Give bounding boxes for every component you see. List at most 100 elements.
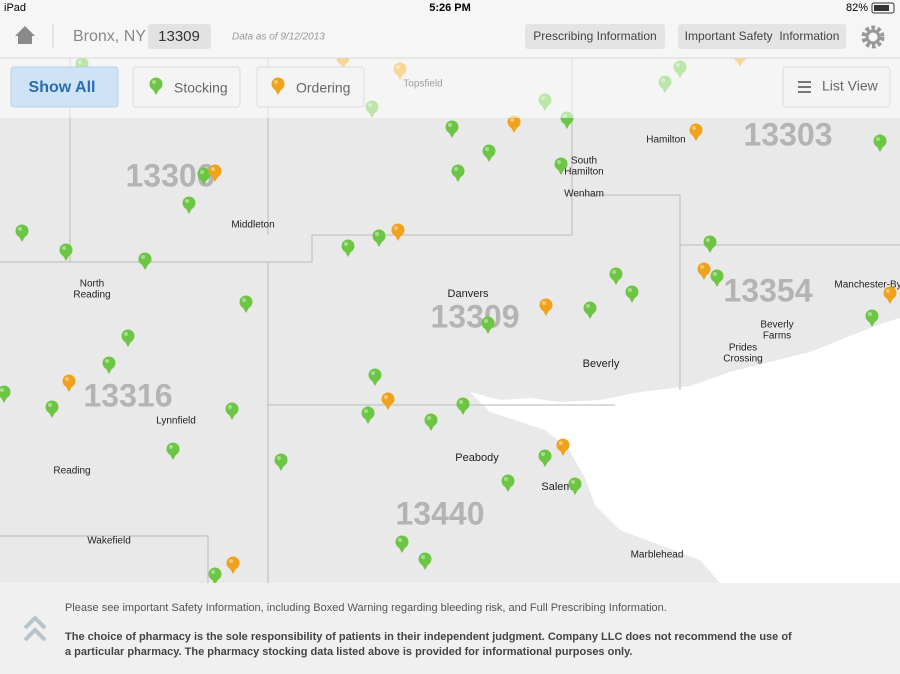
place-label: Wenham: [564, 189, 604, 200]
pin-shine: [700, 265, 704, 269]
pharmacy-pin: [873, 134, 887, 152]
pin-shine: [141, 255, 145, 259]
expand-button[interactable]: [23, 615, 47, 642]
place-label: South: [571, 156, 597, 167]
pharmacy-pin: [883, 286, 897, 304]
pin-shine: [185, 199, 189, 203]
pin-shine: [868, 312, 872, 316]
prescribing-button[interactable]: [525, 24, 665, 49]
ordering-icon: [271, 77, 285, 95]
pharmacy-pin: [121, 329, 135, 347]
pin-shine: [504, 477, 508, 481]
pharmacy-pin: [15, 224, 29, 242]
pin-shine: [628, 288, 632, 292]
pin-head: [865, 309, 879, 323]
pin-shine: [242, 298, 246, 302]
data-date: Data as of 9/12/2013: [232, 32, 325, 43]
pharmacy-pin: [539, 298, 553, 316]
pharmacy-pin: [456, 397, 470, 415]
pharmacy-pin: [554, 157, 568, 175]
clock: 5:26 PM: [429, 2, 471, 14]
pin-head: [507, 115, 521, 129]
pharmacy-pin: [197, 167, 211, 185]
location: Bronx, NY: [73, 28, 146, 45]
pharmacy-pin: [481, 316, 495, 334]
list-view-label: List View: [822, 78, 879, 94]
pin-head: [226, 556, 240, 570]
pin-shine: [484, 319, 488, 323]
pharmacy-pin: [609, 267, 623, 285]
pin-head: [482, 144, 496, 158]
pin-shine: [510, 118, 514, 122]
pin-shine: [571, 480, 575, 484]
pin-shine: [124, 332, 128, 336]
show-all-button[interactable]: [10, 66, 119, 108]
water: [470, 318, 900, 583]
pin-shine: [713, 272, 717, 276]
pin-head: [102, 356, 116, 370]
pin-head: [182, 196, 196, 210]
pin-shine: [384, 395, 388, 399]
pin-shine: [274, 80, 278, 84]
pharmacy-pin: [625, 285, 639, 303]
safety-button[interactable]: [678, 24, 846, 49]
pharmacy-pin: [538, 449, 552, 467]
battery-icon: [871, 2, 895, 14]
pin-head: [208, 164, 222, 178]
pin-head: [556, 438, 570, 452]
pin-head: [451, 164, 465, 178]
pin-head: [710, 269, 724, 283]
boundaries: [0, 58, 900, 583]
pin-head: [703, 235, 717, 249]
disclaimer-line: The choice of pharmacy is the sole respo…: [65, 631, 792, 643]
zip-label: 13309: [431, 298, 520, 334]
pin-head: [539, 298, 553, 312]
pharmacy-pin: [451, 164, 465, 182]
ordering-button[interactable]: [256, 66, 365, 108]
list-view-button[interactable]: [782, 66, 891, 108]
pin-shine: [65, 377, 69, 381]
pharmacy-pin: [865, 309, 879, 327]
pin-shine: [692, 126, 696, 130]
pin-shine: [229, 559, 233, 563]
stocking-button[interactable]: [132, 66, 241, 108]
pin-head: [0, 385, 11, 399]
pin-head: [274, 453, 288, 467]
pharmacy-pin: [424, 413, 438, 431]
pin-shine: [200, 170, 204, 174]
pharmacy-pin: [556, 438, 570, 456]
pharmacy-pin: [225, 402, 239, 420]
pin-head: [372, 229, 386, 243]
pharmacy-pin: [697, 262, 711, 280]
home-button[interactable]: [15, 26, 35, 44]
pin-head: [418, 552, 432, 566]
pin-head: [424, 413, 438, 427]
prescribing-label: Prescribing Information: [533, 29, 656, 43]
place-label: Wakefield: [87, 536, 131, 547]
pin-head: [149, 77, 163, 91]
pharmacy-pin: [583, 301, 597, 319]
pin-head: [689, 123, 703, 137]
pin-shine: [612, 270, 616, 274]
pin-shine: [228, 405, 232, 409]
zip-field[interactable]: [148, 24, 211, 49]
zip-value: 13309: [158, 28, 200, 45]
pharmacy-pin: [689, 123, 703, 141]
pin-head: [538, 449, 552, 463]
settings-button[interactable]: [861, 25, 885, 49]
ordering-label: Ordering: [296, 80, 350, 96]
pin-head: [391, 223, 405, 237]
zip-label: 13316: [84, 377, 173, 413]
battery-text: 82%: [846, 2, 868, 14]
pin-head: [456, 397, 470, 411]
pin-head: [197, 167, 211, 181]
device: iPad: [4, 2, 26, 14]
place-label: Beverly: [760, 320, 793, 331]
pin-shine: [18, 227, 22, 231]
place-label: Manchester-By: [834, 280, 900, 291]
pin-head: [381, 392, 395, 406]
pharmacy-pin: [102, 356, 116, 374]
pin-head: [368, 368, 382, 382]
pharmacy-pin: [166, 442, 180, 460]
